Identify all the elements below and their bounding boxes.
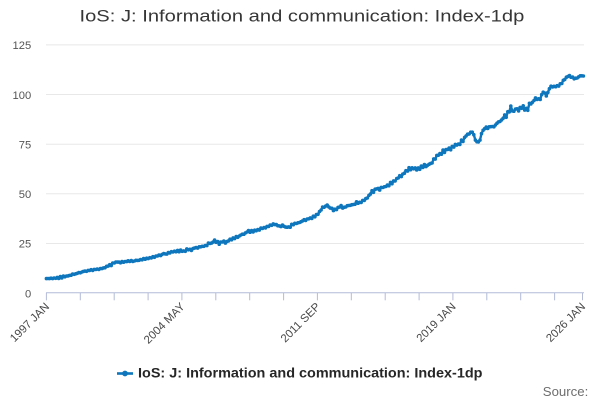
svg-text:100: 100 — [13, 90, 32, 102]
svg-text:50: 50 — [19, 189, 31, 201]
svg-text:25: 25 — [19, 239, 31, 251]
svg-text:75: 75 — [19, 139, 31, 151]
svg-text:125: 125 — [13, 40, 32, 52]
svg-text:Source:: Source: — [543, 384, 588, 399]
svg-text:IoS: J: Information and commun: IoS: J: Information and communication: I… — [138, 366, 483, 382]
svg-text:IoS: J: Information and commun: IoS: J: Information and communication: I… — [80, 6, 525, 25]
svg-text:0: 0 — [25, 288, 31, 300]
